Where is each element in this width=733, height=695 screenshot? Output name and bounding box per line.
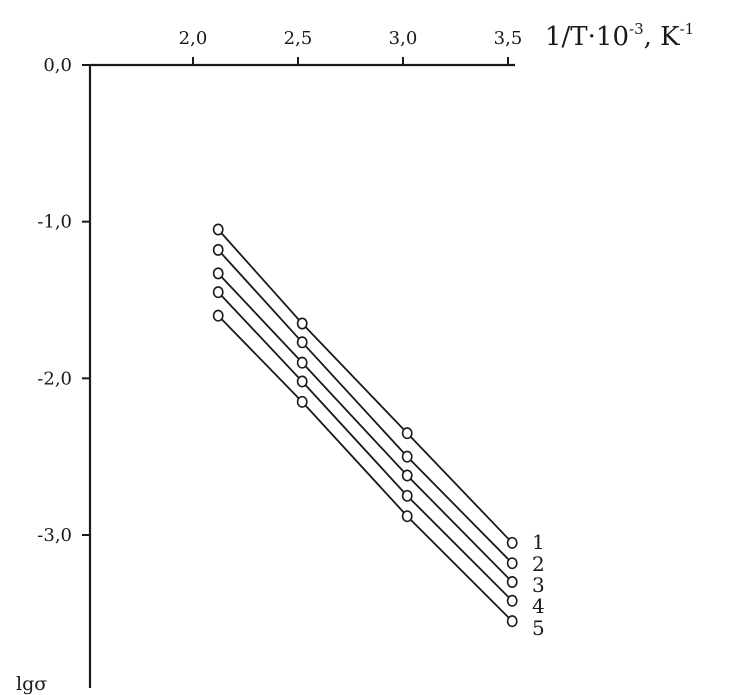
- series-2: 2: [212, 243, 545, 576]
- data-point: [212, 309, 224, 322]
- data-point: [296, 375, 308, 388]
- x-axis-title-main: 1/T·10: [545, 22, 629, 52]
- series-5: 5: [212, 309, 545, 640]
- x-ticks: 2,0 2,5 3,0 3,5: [179, 28, 523, 65]
- data-point: [296, 395, 308, 408]
- x-axis-title-unit-exp: -1: [680, 20, 695, 38]
- data-point: [212, 243, 224, 256]
- data-point: [506, 615, 518, 628]
- series-label: 3: [532, 573, 545, 597]
- y-ticks: 0,0 -1,0 -2,0 -3,0: [37, 55, 90, 546]
- x-tick-label: 3,0: [389, 28, 418, 49]
- x-tick-label: 3,5: [494, 28, 523, 49]
- series-1: 1: [212, 223, 545, 554]
- data-point: [506, 594, 518, 607]
- series-3: 3: [212, 267, 545, 597]
- axes: [88, 63, 515, 688]
- data-point: [296, 317, 308, 330]
- series-line: [217, 249, 513, 564]
- y-tick-label: -1,0: [37, 212, 72, 233]
- x-axis-title-unit: , K: [644, 22, 681, 52]
- data-point: [506, 575, 518, 588]
- series-label: 1: [532, 530, 545, 554]
- data-point: [401, 427, 413, 440]
- data-point: [506, 557, 518, 570]
- series-line: [217, 272, 513, 583]
- y-tick-label: -2,0: [37, 368, 72, 389]
- series-line: [217, 291, 513, 602]
- series-line: [217, 228, 513, 544]
- y-axis-title: lgσ: [16, 673, 47, 695]
- data-point: [212, 267, 224, 280]
- series-4: 4: [212, 286, 545, 618]
- series-line: [217, 315, 513, 622]
- y-tick-label: 0,0: [43, 55, 72, 76]
- x-tick-label: 2,0: [179, 28, 208, 49]
- data-point: [212, 286, 224, 299]
- series-label: 5: [532, 616, 545, 640]
- data-point: [296, 356, 308, 369]
- data-point: [401, 469, 413, 482]
- data-point: [212, 223, 224, 236]
- data-point: [506, 536, 518, 549]
- x-axis-title: 1/T·10-3, K-1: [545, 20, 694, 52]
- series-label: 4: [532, 594, 545, 618]
- data-point: [401, 489, 413, 502]
- data-point: [401, 510, 413, 523]
- data-point: [296, 336, 308, 349]
- x-axis-title-exp: -3: [629, 20, 644, 38]
- data-point: [401, 450, 413, 463]
- x-tick-label: 2,5: [284, 28, 313, 49]
- y-tick-label: -3,0: [37, 525, 72, 546]
- series-label: 2: [532, 552, 545, 576]
